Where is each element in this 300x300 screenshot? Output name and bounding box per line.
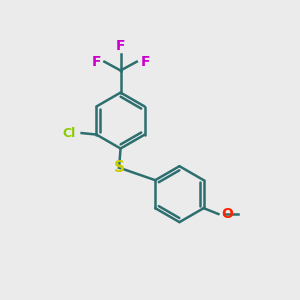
Text: F: F (140, 55, 150, 69)
Text: F: F (116, 39, 125, 53)
Text: O: O (221, 207, 233, 221)
Text: S: S (114, 160, 124, 175)
Text: Cl: Cl (62, 127, 76, 140)
Text: F: F (91, 55, 101, 69)
